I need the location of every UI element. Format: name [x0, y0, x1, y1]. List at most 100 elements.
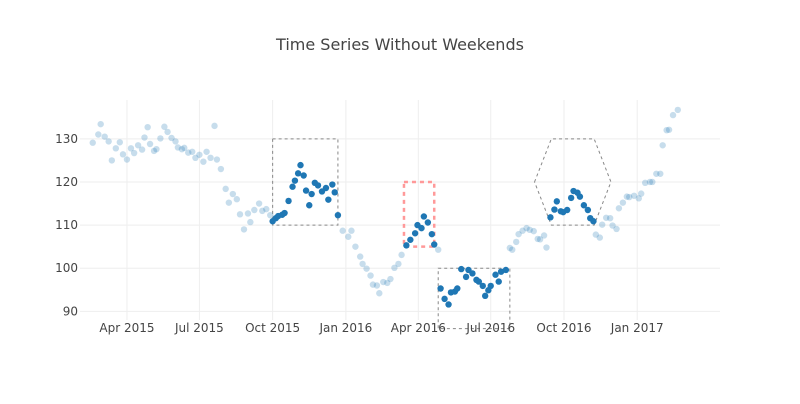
data-point: [630, 192, 638, 199]
data-point: [345, 233, 352, 240]
data-point-selected: [420, 213, 428, 220]
data-point: [259, 207, 266, 215]
data-point-selected: [314, 182, 322, 189]
grid-layer: [80, 100, 720, 320]
data-point: [435, 246, 442, 253]
data-point: [359, 260, 366, 268]
data-point-selected: [492, 271, 499, 278]
data-point-selected: [294, 170, 302, 177]
data-point-selected: [302, 187, 310, 194]
data-point-selected: [547, 214, 554, 221]
x-tick-label: Jul 2015: [174, 321, 224, 335]
data-point: [255, 200, 263, 207]
data-point: [157, 135, 164, 142]
data-point-selected: [407, 236, 414, 243]
data-point-selected: [502, 266, 510, 274]
data-point-selected: [291, 177, 299, 184]
data-point: [376, 290, 383, 297]
data-point: [619, 199, 627, 206]
data-point: [626, 193, 633, 201]
data-point: [352, 243, 359, 250]
y-tick-label: 120: [55, 175, 78, 189]
data-point: [657, 170, 664, 177]
data-point-selected: [563, 206, 571, 214]
data-point: [384, 279, 391, 287]
data-point-selected: [567, 194, 575, 202]
x-tick-label: Jul 2016: [465, 321, 515, 335]
data-point: [596, 234, 604, 241]
data-point-selected: [481, 292, 489, 300]
data-point: [196, 151, 203, 158]
y-tick-label: 110: [55, 218, 78, 232]
data-point-selected: [300, 172, 307, 179]
data-point-selected: [475, 278, 483, 285]
data-point-selected: [458, 265, 465, 273]
data-point: [222, 185, 229, 193]
data-point: [213, 156, 221, 163]
data-point: [363, 265, 370, 272]
data-point: [519, 227, 526, 234]
data-point: [119, 151, 127, 158]
data-point-selected: [403, 242, 410, 249]
data-point-selected: [445, 301, 452, 308]
data-point: [141, 134, 148, 141]
data-point: [606, 214, 614, 222]
data-point: [127, 145, 135, 152]
data-point: [263, 205, 270, 213]
data-point: [348, 227, 355, 234]
selection-shapes: [272, 138, 612, 330]
data-point: [146, 140, 154, 148]
data-point: [536, 236, 544, 243]
data-point-selected: [297, 161, 304, 169]
data-point: [240, 226, 248, 233]
data-point-selected: [553, 198, 561, 205]
data-point-selected: [437, 285, 444, 292]
data-point: [130, 149, 138, 157]
data-point-selected: [308, 190, 315, 198]
data-point-selected: [331, 189, 338, 196]
data-point: [356, 253, 364, 260]
data-point-selected: [487, 282, 494, 290]
data-point-selected: [462, 273, 470, 281]
data-point: [646, 178, 654, 186]
data-point: [669, 111, 677, 119]
y-tick-label: 90: [63, 304, 78, 318]
data-point: [635, 195, 643, 202]
data-point: [369, 281, 377, 288]
data-point: [380, 278, 387, 286]
data-point: [244, 210, 252, 217]
data-point: [138, 146, 146, 153]
data-point: [530, 227, 537, 235]
x-tick-label: Oct 2016: [536, 321, 591, 335]
data-point: [207, 154, 214, 162]
data-point: [192, 154, 199, 162]
data-point: [663, 126, 670, 134]
data-point-selected: [322, 184, 330, 192]
y-tick-label: 130: [55, 132, 78, 146]
data-point-selected: [334, 211, 342, 219]
data-point: [144, 123, 151, 131]
data-point: [659, 142, 666, 149]
data-point: [609, 222, 616, 229]
x-tick-label: Apr 2015: [99, 321, 154, 335]
data-point: [513, 238, 520, 246]
data-point: [181, 144, 188, 152]
chart-title: Time Series Without Weekends: [275, 35, 524, 54]
x-tick-label: Oct 2015: [245, 321, 300, 335]
data-point: [116, 139, 124, 146]
data-point: [387, 275, 394, 283]
data-point: [543, 244, 550, 251]
data-point: [189, 148, 196, 155]
y-tick-label: 100: [55, 261, 78, 275]
data-point: [134, 142, 142, 149]
data-point: [211, 122, 218, 130]
data-point: [97, 120, 104, 128]
data-point-selected: [428, 230, 436, 238]
data-point-selected: [479, 282, 486, 290]
data-point: [540, 232, 548, 239]
data-point: [225, 199, 233, 206]
x-tick-label: Jan 2017: [610, 321, 664, 335]
data-point: [598, 221, 606, 228]
data-point-selected: [580, 202, 588, 209]
